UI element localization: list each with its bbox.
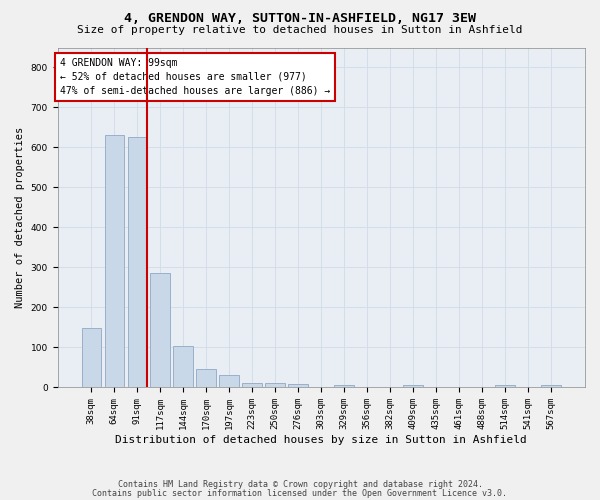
Bar — [128, 138, 147, 388]
Bar — [289, 384, 308, 388]
Text: Contains HM Land Registry data © Crown copyright and database right 2024.: Contains HM Land Registry data © Crown c… — [118, 480, 482, 489]
Text: Contains public sector information licensed under the Open Government Licence v3: Contains public sector information licen… — [92, 489, 508, 498]
Text: 4 GRENDON WAY: 99sqm
← 52% of detached houses are smaller (977)
47% of semi-deta: 4 GRENDON WAY: 99sqm ← 52% of detached h… — [60, 58, 331, 96]
Bar — [334, 385, 354, 388]
Bar — [265, 383, 285, 388]
Bar — [403, 385, 423, 388]
X-axis label: Distribution of detached houses by size in Sutton in Ashfield: Distribution of detached houses by size … — [115, 435, 527, 445]
Text: 4, GRENDON WAY, SUTTON-IN-ASHFIELD, NG17 3EW: 4, GRENDON WAY, SUTTON-IN-ASHFIELD, NG17… — [124, 12, 476, 26]
Bar — [242, 383, 262, 388]
Bar — [173, 346, 193, 388]
Bar — [496, 385, 515, 388]
Text: Size of property relative to detached houses in Sutton in Ashfield: Size of property relative to detached ho… — [77, 25, 523, 35]
Bar — [196, 368, 216, 388]
Bar — [104, 134, 124, 388]
Bar — [541, 385, 561, 388]
Y-axis label: Number of detached properties: Number of detached properties — [15, 127, 25, 308]
Bar — [151, 272, 170, 388]
Bar — [220, 376, 239, 388]
Bar — [82, 328, 101, 388]
